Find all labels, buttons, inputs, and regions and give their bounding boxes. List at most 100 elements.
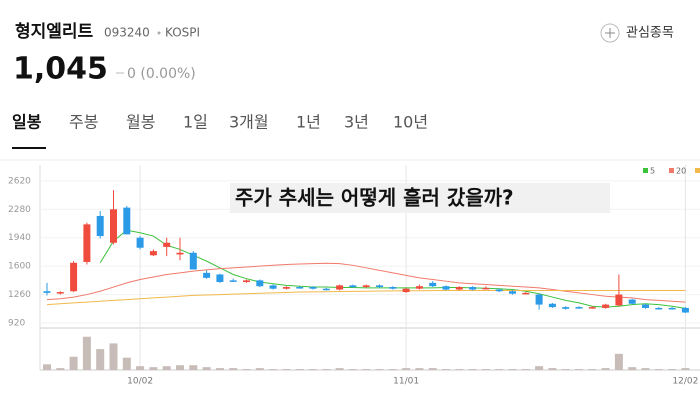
volume-bar (442, 369, 450, 370)
volume-bar (176, 365, 184, 370)
legend-swatch (695, 168, 700, 173)
candle-body (655, 307, 663, 310)
legend-label: 20 (676, 167, 686, 176)
volume-bar (481, 369, 490, 370)
x-tick-label: 11/01 (393, 377, 419, 387)
tab[interactable]: 월봉 (126, 113, 155, 132)
candle-body (203, 272, 211, 278)
ma-line (46, 262, 686, 303)
candle-body (495, 289, 503, 292)
y-tick-label: 1940 (8, 233, 31, 243)
volume-bar (269, 369, 278, 370)
volume-bar (295, 369, 304, 370)
candle-body (642, 304, 649, 308)
volume-bar (282, 369, 291, 370)
candle-body (402, 288, 410, 293)
volume-bar (109, 343, 118, 370)
annotation: 주가 추세는 어떻게 흘러 갔을까? (235, 186, 514, 210)
tab[interactable]: 3개월 (229, 113, 269, 132)
candle-body (548, 303, 556, 308)
candle-body (362, 285, 370, 288)
candle-body (296, 287, 304, 289)
volume-bar (468, 369, 477, 370)
volume-bar (189, 365, 198, 370)
volume-bar (43, 364, 51, 370)
volume-bar (375, 369, 384, 370)
volume-bar (348, 369, 357, 370)
candle-body (442, 286, 450, 290)
candle-body (282, 287, 290, 289)
tab[interactable]: 주봉 (69, 113, 98, 132)
candle-body (70, 262, 78, 292)
volume-bar (535, 366, 544, 370)
separator (157, 31, 161, 35)
legend-label: 5 (650, 167, 655, 176)
legend-swatch (669, 168, 674, 173)
candle-body (668, 307, 676, 310)
volume-bar (242, 369, 251, 370)
ma-line (46, 290, 686, 306)
price: 1,045 (13, 52, 108, 87)
y-tick-label: 2620 (8, 176, 31, 186)
volume-bar (215, 368, 224, 370)
candle-body (269, 285, 277, 289)
candle-body (509, 291, 516, 294)
chart: 920 1260 1600 1940 2280 2620 10/02 11/01 12/02 5 2… (8, 165, 700, 387)
y-tick-label: 920 (8, 318, 25, 328)
tab[interactable]: 일봉 (12, 113, 42, 132)
candle-body (243, 280, 250, 283)
volume-bar (149, 367, 158, 370)
candle-body (189, 252, 197, 270)
annotation-bg (230, 183, 610, 213)
candle-body (429, 282, 437, 287)
candle-body (336, 285, 344, 290)
volume-bar (162, 366, 171, 370)
volume-bar (309, 369, 317, 370)
candle-body (469, 287, 477, 290)
volume-bar (322, 369, 331, 370)
candle-body (322, 288, 330, 291)
candle-body (681, 307, 689, 313)
legend-swatch (643, 168, 648, 173)
volume-bar (548, 368, 557, 370)
candle-body (628, 299, 636, 304)
y-tick-label: 1600 (8, 262, 31, 272)
volume-bar (681, 368, 690, 370)
candle-body (56, 292, 64, 294)
volume-bar (575, 369, 583, 370)
volume-bar (508, 369, 517, 370)
volume-bar (69, 356, 78, 370)
volume-bar (614, 353, 623, 370)
candle-body (309, 287, 317, 289)
x-tick-label: 10/02 (127, 377, 153, 387)
x-tick-label: 12/02 (672, 377, 698, 387)
y-tick-label: 2280 (8, 205, 31, 215)
tab[interactable]: 1년 (296, 113, 321, 132)
volume-bar (136, 366, 145, 370)
candle-body (575, 307, 583, 309)
candle-body (349, 285, 357, 288)
volume-bar (654, 369, 663, 370)
candle-body (522, 292, 530, 295)
volume-bar (521, 369, 530, 370)
candle-body (455, 287, 463, 290)
tab[interactable]: 1일 (183, 113, 208, 132)
candle-body (96, 215, 104, 237)
volume-bar (628, 367, 637, 370)
candle-body (216, 274, 224, 283)
volume-bar (415, 368, 424, 370)
watch-label: 관심종목 (626, 26, 674, 41)
y-tick-label: 1260 (8, 290, 31, 300)
candle-body (256, 280, 264, 287)
candle-body (389, 287, 397, 289)
volume-bar (362, 369, 371, 370)
stock-code: 093240 (104, 26, 150, 40)
candle-body (149, 251, 157, 256)
watch-button[interactable]: 관심종목 (600, 23, 674, 43)
tabs: 일봉 주봉 월봉 1일 3개월 1년 3년 10년 (12, 113, 428, 132)
tab[interactable]: 3년 (344, 113, 369, 132)
volume-bar (668, 369, 677, 370)
tab[interactable]: 10년 (393, 113, 428, 132)
candle-body (602, 304, 610, 308)
